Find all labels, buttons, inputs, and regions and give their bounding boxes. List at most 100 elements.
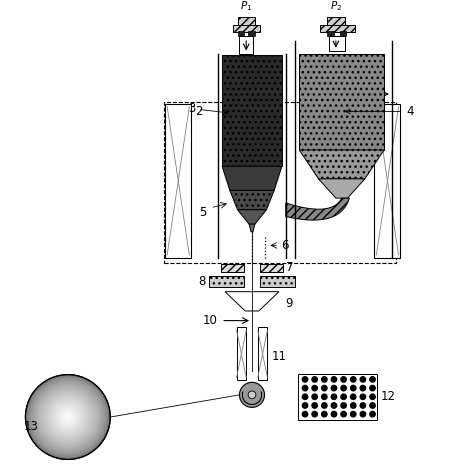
Bar — [209, 276, 244, 287]
Circle shape — [33, 382, 103, 452]
Bar — [164, 102, 396, 263]
Polygon shape — [249, 224, 255, 232]
Bar — [298, 374, 378, 420]
Polygon shape — [299, 150, 384, 179]
Circle shape — [370, 412, 375, 417]
Text: 7: 7 — [286, 261, 293, 274]
Bar — [239, 36, 253, 53]
Circle shape — [322, 412, 327, 417]
Circle shape — [341, 377, 346, 382]
Bar — [260, 264, 283, 272]
Bar — [320, 25, 355, 32]
Circle shape — [331, 403, 337, 408]
Bar — [260, 276, 295, 287]
Text: 8: 8 — [198, 275, 206, 287]
Circle shape — [360, 377, 365, 382]
Bar — [327, 17, 345, 25]
Circle shape — [58, 407, 77, 427]
Circle shape — [351, 377, 356, 382]
Text: 1: 1 — [375, 87, 383, 101]
Circle shape — [312, 377, 317, 382]
Circle shape — [360, 394, 365, 399]
Circle shape — [312, 403, 317, 408]
Text: 2: 2 — [195, 105, 203, 118]
Bar — [221, 264, 244, 272]
Circle shape — [37, 386, 99, 448]
Text: 4: 4 — [346, 105, 414, 118]
Text: 10: 10 — [202, 314, 217, 327]
Circle shape — [351, 394, 356, 399]
Circle shape — [322, 377, 327, 382]
Circle shape — [54, 404, 81, 430]
Circle shape — [25, 375, 110, 459]
Circle shape — [43, 392, 93, 442]
Bar — [238, 31, 244, 36]
Bar — [233, 25, 260, 32]
Bar — [248, 31, 255, 36]
Circle shape — [341, 412, 346, 417]
Polygon shape — [230, 190, 274, 210]
Bar — [258, 328, 267, 380]
Circle shape — [248, 391, 256, 399]
Circle shape — [50, 400, 85, 434]
Text: 9: 9 — [286, 297, 293, 310]
Circle shape — [341, 394, 346, 399]
Text: 11: 11 — [271, 350, 286, 363]
Circle shape — [39, 388, 97, 446]
Circle shape — [360, 412, 365, 417]
Circle shape — [341, 386, 346, 391]
Text: 5: 5 — [199, 206, 207, 219]
Circle shape — [239, 382, 265, 407]
Bar — [222, 55, 282, 166]
Circle shape — [360, 403, 365, 408]
Circle shape — [60, 409, 76, 425]
Circle shape — [341, 403, 346, 408]
Circle shape — [322, 394, 327, 399]
Circle shape — [312, 386, 317, 391]
Circle shape — [331, 394, 337, 399]
Text: 3: 3 — [188, 102, 228, 115]
Bar — [165, 104, 191, 258]
Circle shape — [52, 402, 83, 432]
Text: 12: 12 — [380, 390, 395, 403]
Bar — [374, 104, 400, 258]
Polygon shape — [222, 166, 282, 190]
Circle shape — [302, 412, 308, 417]
Circle shape — [45, 394, 91, 440]
Circle shape — [331, 386, 337, 391]
Circle shape — [64, 413, 72, 421]
Circle shape — [331, 377, 337, 382]
Circle shape — [49, 398, 87, 436]
Circle shape — [322, 403, 327, 408]
Polygon shape — [225, 292, 279, 311]
Polygon shape — [238, 210, 266, 224]
Circle shape — [370, 386, 375, 391]
Circle shape — [312, 412, 317, 417]
Circle shape — [27, 377, 108, 457]
Circle shape — [351, 386, 356, 391]
Circle shape — [312, 394, 317, 399]
Circle shape — [370, 403, 375, 408]
Polygon shape — [319, 179, 365, 198]
Text: $P_2$: $P_2$ — [330, 0, 342, 13]
Circle shape — [31, 380, 104, 454]
Bar — [329, 36, 345, 51]
Bar — [340, 31, 346, 36]
Circle shape — [302, 394, 308, 399]
Bar — [237, 328, 246, 380]
Circle shape — [302, 386, 308, 391]
Circle shape — [29, 379, 106, 455]
Circle shape — [331, 412, 337, 417]
Circle shape — [351, 412, 356, 417]
Circle shape — [370, 394, 375, 399]
Text: 13: 13 — [23, 420, 38, 433]
Text: $P_1$: $P_1$ — [240, 0, 252, 13]
Circle shape — [302, 377, 308, 382]
Bar — [327, 31, 334, 36]
Circle shape — [360, 386, 365, 391]
Bar — [299, 53, 384, 150]
Circle shape — [62, 411, 74, 423]
Circle shape — [302, 403, 308, 408]
Polygon shape — [286, 198, 349, 220]
Text: 6: 6 — [281, 239, 288, 252]
